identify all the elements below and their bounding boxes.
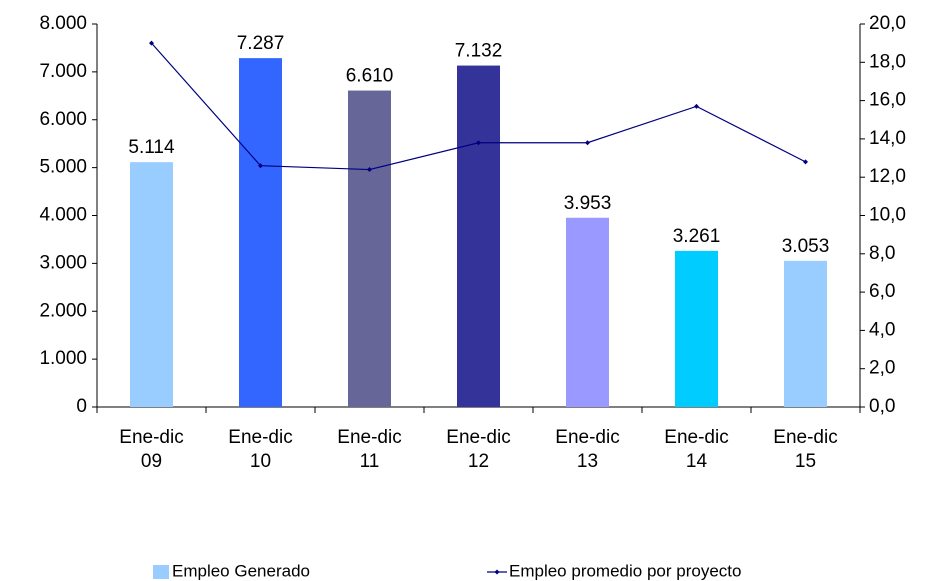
x-tick-label: Ene-dic — [773, 427, 837, 448]
y-tick-label: 0 — [76, 396, 87, 417]
y-tick-label: 3.000 — [39, 252, 87, 273]
data-label: 6.610 — [346, 66, 394, 87]
x-tick-label: 12 — [468, 451, 489, 472]
bar — [784, 260, 827, 407]
y2-tick-label: 6,0 — [869, 281, 895, 302]
y-tick-label: 2.000 — [39, 300, 87, 321]
bar — [675, 250, 718, 407]
y2-tick-label: 8,0 — [869, 243, 895, 264]
x-tick-label: 15 — [795, 451, 816, 472]
x-tick-label: Ene-dic — [664, 427, 728, 448]
bar — [239, 58, 282, 407]
y2-tick-label: 10,0 — [869, 205, 906, 226]
bar — [348, 90, 391, 407]
data-label: 7.132 — [455, 41, 503, 62]
y-tick-label: 5.000 — [39, 157, 87, 178]
line-marker — [476, 140, 481, 146]
y-tick-label: 8.000 — [39, 13, 87, 34]
y2-tick-label: 18,0 — [869, 51, 906, 72]
bar — [457, 65, 500, 408]
x-tick-label: 11 — [360, 451, 380, 472]
bar — [566, 217, 609, 407]
line-marker — [694, 103, 699, 109]
legend-label: Empleo promedio por proyecto — [509, 561, 741, 580]
y2-tick-label: 0,0 — [869, 396, 895, 417]
legend-label: Empleo Generado — [172, 561, 310, 580]
x-tick-label: 09 — [141, 451, 162, 472]
x-tick-label: Ene-dic — [446, 427, 510, 448]
y2-tick-label: 14,0 — [869, 128, 906, 149]
y-tick-label: 4.000 — [39, 205, 87, 226]
line-marker — [149, 40, 154, 46]
x-tick-label: Ene-dic — [337, 427, 401, 448]
y2-tick-label: 16,0 — [869, 90, 906, 111]
y-tick-label: 1.000 — [39, 348, 87, 369]
legend-swatch — [153, 565, 169, 579]
data-label: 3.053 — [782, 236, 830, 257]
y-tick-label: 6.000 — [39, 109, 87, 130]
y2-tick-label: 2,0 — [869, 358, 895, 379]
line-marker — [803, 159, 808, 165]
x-tick-label: 14 — [686, 451, 708, 472]
y2-tick-label: 4,0 — [869, 319, 895, 340]
y2-tick-label: 20,0 — [869, 13, 906, 34]
data-label: 7.287 — [237, 33, 285, 54]
x-tick-label: Ene-dic — [119, 427, 183, 448]
y-tick-label: 7.000 — [39, 61, 87, 82]
data-label: 3.953 — [564, 193, 612, 214]
x-tick-label: 13 — [577, 451, 598, 472]
x-tick-label: Ene-dic — [555, 427, 619, 448]
line-marker — [258, 163, 263, 169]
bar — [130, 162, 173, 407]
x-tick-label: 10 — [250, 451, 271, 472]
data-label: 3.261 — [673, 226, 721, 247]
line-marker — [367, 167, 372, 173]
x-tick-label: Ene-dic — [228, 427, 292, 448]
line-marker — [585, 140, 590, 146]
data-label: 5.114 — [128, 137, 175, 158]
legend-marker — [494, 569, 500, 575]
y2-tick-label: 12,0 — [869, 166, 906, 187]
